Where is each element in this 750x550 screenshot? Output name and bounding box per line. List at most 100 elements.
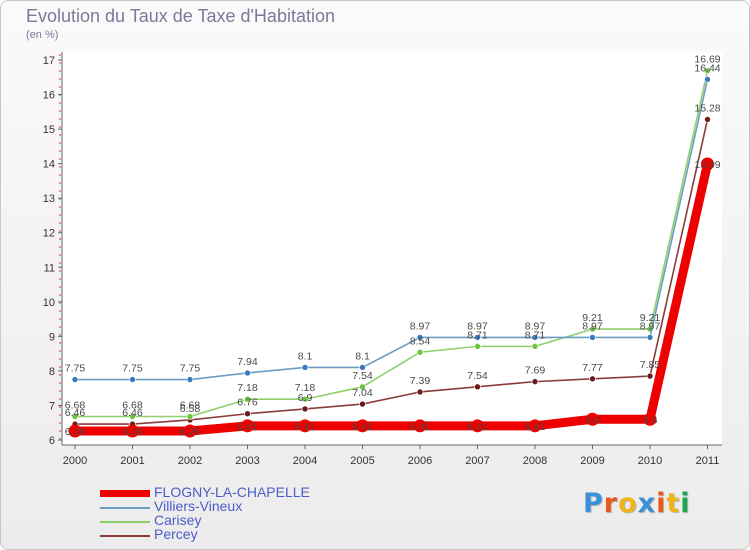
data-label: 8.71 bbox=[525, 329, 546, 341]
plot-area bbox=[62, 52, 722, 445]
data-label: 8.1 bbox=[355, 350, 370, 362]
data-point bbox=[301, 405, 309, 413]
data-label: 13.99 bbox=[694, 159, 720, 171]
data-label: 7.04 bbox=[352, 387, 373, 399]
y-tick-label: 11 bbox=[44, 262, 55, 274]
legend-swatch bbox=[100, 507, 150, 509]
data-point bbox=[528, 419, 542, 433]
data-point bbox=[126, 424, 139, 438]
data-label: 7.94 bbox=[237, 356, 258, 368]
data-label: 8.54 bbox=[410, 335, 431, 347]
x-tick-label: 2003 bbox=[235, 455, 259, 467]
series-line bbox=[74, 118, 709, 425]
data-point bbox=[241, 419, 254, 433]
data-point bbox=[71, 376, 79, 383]
data-point bbox=[471, 419, 484, 433]
data-point bbox=[589, 325, 596, 333]
data-label: 8.97 bbox=[525, 320, 546, 332]
data-point bbox=[643, 412, 657, 426]
chart-title: Evolution du Taux de Taxe d'Habitation bbox=[26, 6, 335, 26]
data-label: 6.9 bbox=[298, 392, 313, 404]
y-tick-label: 10 bbox=[43, 297, 55, 309]
data-point bbox=[701, 157, 714, 171]
data-label: 7.69 bbox=[525, 365, 546, 377]
data-point bbox=[589, 334, 596, 341]
data-label: 6.41 bbox=[237, 421, 258, 433]
data-label: 6.76 bbox=[237, 397, 258, 409]
x-tick-label: 2005 bbox=[350, 455, 374, 467]
data-label: 8.97 bbox=[640, 320, 661, 332]
legend-swatch bbox=[100, 490, 150, 497]
x-tick-label: 2004 bbox=[293, 455, 317, 467]
unit-label: (en %) bbox=[26, 29, 59, 41]
data-label: 16.44 bbox=[694, 62, 720, 74]
data-point bbox=[416, 388, 424, 396]
data-label: 8.71 bbox=[467, 329, 488, 341]
y-tick-label: 8 bbox=[49, 366, 55, 378]
data-point bbox=[416, 334, 424, 341]
series-line bbox=[74, 69, 709, 418]
data-label: 7.39 bbox=[410, 375, 431, 387]
data-point bbox=[183, 424, 197, 438]
x-tick-label: 2008 bbox=[523, 455, 547, 467]
data-label: 6.26 bbox=[65, 426, 86, 438]
data-label: 6.41 bbox=[352, 421, 373, 433]
x-tick-label: 2000 bbox=[63, 455, 87, 467]
data-point bbox=[359, 364, 366, 371]
x-tick-label: 2001 bbox=[120, 455, 144, 467]
y-tick-label: 14 bbox=[43, 159, 55, 171]
data-point bbox=[531, 334, 539, 341]
data-label: 8.97 bbox=[410, 320, 431, 332]
data-label: 6.6 bbox=[585, 414, 600, 426]
data-point bbox=[704, 76, 711, 83]
data-point bbox=[586, 412, 599, 426]
data-point bbox=[244, 410, 251, 418]
data-point bbox=[186, 413, 194, 420]
y-tick-label: 9 bbox=[49, 331, 55, 343]
x-tick-label: 2009 bbox=[580, 455, 604, 467]
data-label: 7.54 bbox=[352, 370, 373, 382]
data-point bbox=[474, 343, 481, 350]
legend-label: Villiers-Vineux bbox=[154, 498, 243, 514]
data-label: 6.41 bbox=[467, 421, 488, 433]
data-label: 6.68 bbox=[180, 400, 201, 412]
legend-label: Carisey bbox=[154, 512, 202, 528]
data-label: 7.18 bbox=[295, 382, 316, 394]
x-tick-label: 2006 bbox=[408, 455, 432, 467]
data-label: 8.1 bbox=[298, 350, 313, 362]
data-point bbox=[129, 413, 136, 420]
data-label: 9.21 bbox=[582, 312, 603, 324]
data-label: 16.69 bbox=[694, 54, 720, 66]
data-label: 6.6 bbox=[643, 414, 658, 426]
x-tick-label: 2010 bbox=[638, 455, 662, 467]
data-point bbox=[589, 375, 596, 383]
data-point bbox=[356, 419, 369, 433]
proxiti-logo: Proxiti bbox=[583, 488, 691, 519]
data-point bbox=[646, 372, 654, 380]
data-label: 7.75 bbox=[180, 363, 201, 375]
x-tick-label: 2007 bbox=[465, 455, 489, 467]
data-point bbox=[359, 383, 366, 391]
data-point bbox=[416, 348, 424, 356]
legend-swatch bbox=[100, 535, 150, 537]
data-label: 15.28 bbox=[694, 102, 720, 114]
data-point bbox=[244, 369, 251, 377]
legend-swatch bbox=[100, 521, 150, 523]
data-label: 8.97 bbox=[582, 320, 603, 332]
data-point bbox=[704, 67, 711, 75]
series-line bbox=[70, 159, 712, 436]
y-tick-label: 17 bbox=[43, 55, 55, 67]
data-label: 6.41 bbox=[525, 421, 546, 433]
legend-label: FLOGNY-LA-CHAPELLE bbox=[154, 484, 310, 500]
data-label: 6.68 bbox=[65, 400, 86, 412]
data-label: 7.75 bbox=[65, 363, 86, 375]
x-tick-label: 2002 bbox=[178, 455, 202, 467]
y-tick-label: 13 bbox=[43, 193, 55, 205]
y-tick-label: 7 bbox=[49, 400, 55, 412]
data-point bbox=[244, 395, 251, 403]
data-point bbox=[413, 419, 427, 433]
data-point bbox=[531, 378, 539, 385]
y-tick-label: 15 bbox=[43, 124, 55, 136]
data-point bbox=[531, 343, 539, 350]
data-point bbox=[71, 413, 79, 420]
